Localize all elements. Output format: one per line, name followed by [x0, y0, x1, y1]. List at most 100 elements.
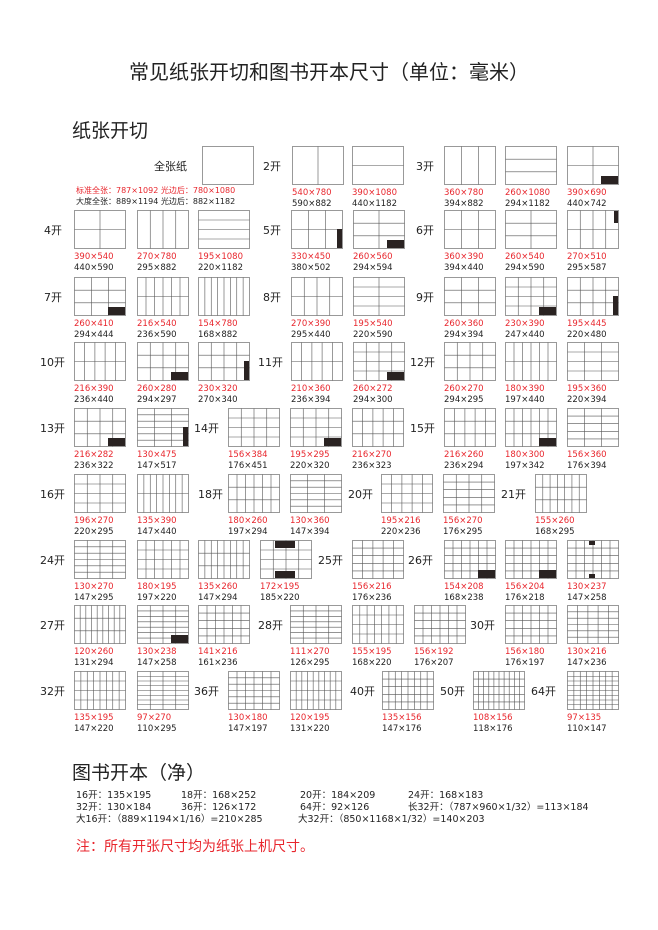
- sheet-size: 294×295: [444, 395, 484, 405]
- sheet-outline: [535, 474, 587, 513]
- cutting-diagram: [473, 671, 525, 710]
- trim-size: 195×216: [381, 516, 421, 526]
- cutting-diagram: [382, 671, 434, 710]
- sheet-size: 236×322: [74, 461, 114, 471]
- format-label: 36开: [194, 685, 219, 698]
- trim-size: 360×390: [444, 252, 484, 262]
- book-format-item: 32开：130×184: [76, 802, 152, 813]
- cutting-diagram: [74, 342, 126, 381]
- cutting-diagram: [444, 408, 496, 447]
- waste-block: [539, 570, 556, 578]
- full-sheet-large: 大度全张：889×1194 光边后：882×1182: [76, 197, 236, 206]
- format-label: 27开: [40, 619, 65, 632]
- trim-size: 195×1080: [198, 252, 243, 262]
- sheet-size: 294×590: [505, 263, 545, 273]
- sheet-size: 147×440: [137, 527, 177, 537]
- trim-size: 216×270: [352, 450, 392, 460]
- trim-size: 130×475: [137, 450, 177, 460]
- trim-size: 260×1080: [505, 188, 550, 198]
- waste-block: [108, 307, 125, 315]
- cutting-diagram: [137, 540, 189, 579]
- trim-size: 330×450: [291, 252, 331, 262]
- trim-size: 216×390: [74, 384, 114, 394]
- trim-size: 260×280: [137, 384, 177, 394]
- trim-size: 270×510: [567, 252, 607, 262]
- sheet-size: 147×236: [567, 658, 607, 668]
- trim-size: 130×180: [228, 713, 268, 723]
- trim-size: 180×260: [228, 516, 268, 526]
- format-label: 28开: [258, 619, 283, 632]
- format-label: 50开: [440, 685, 465, 698]
- format-label: 11开: [258, 356, 283, 369]
- waste-block: [589, 541, 595, 545]
- trim-size: 111×270: [290, 647, 330, 657]
- cutting-diagram: [444, 540, 496, 579]
- cutting-diagram: [137, 671, 189, 710]
- sheet-size: 168×238: [444, 593, 484, 603]
- format-label: 16开: [40, 488, 65, 501]
- trim-size: 156×270: [443, 516, 483, 526]
- trim-size: 390×690: [567, 188, 607, 198]
- cutting-diagram: [505, 605, 557, 644]
- trim-size: 97×270: [137, 713, 172, 723]
- sheet-size: 147×258: [567, 593, 607, 603]
- sheet-size: 440×742: [567, 199, 607, 209]
- cutting-diagram: [444, 146, 496, 185]
- trim-size: 108×156: [473, 713, 513, 723]
- trim-size: 155×260: [535, 516, 575, 526]
- format-label: 20开: [348, 488, 373, 501]
- format-label: 40开: [350, 685, 375, 698]
- format-label: 6开: [416, 224, 434, 237]
- book-format-item: 18开：168×252: [181, 790, 257, 801]
- trim-size: 130×237: [567, 582, 607, 592]
- cutting-diagram: [352, 408, 404, 447]
- waste-block: [478, 570, 495, 578]
- trim-size: 130×216: [567, 647, 607, 657]
- book-format-item: 大32开：（850×1168×1/32）=140×203: [298, 814, 485, 825]
- format-label: 24开: [40, 554, 65, 567]
- cutting-diagram: [505, 277, 557, 316]
- sheet-size: 236×590: [137, 330, 177, 340]
- waste-block: [324, 438, 341, 446]
- trim-size: 97×135: [567, 713, 602, 723]
- cutting-diagram: [567, 146, 619, 185]
- sheet-size: 220×295: [74, 527, 114, 537]
- sheet-size: 147×258: [137, 658, 177, 668]
- sheet-size: 168×220: [352, 658, 392, 668]
- cutting-diagram: [290, 671, 342, 710]
- trim-size: 230×390: [505, 319, 545, 329]
- cutting-diagram: [444, 277, 496, 316]
- cutting-diagram: [228, 408, 280, 447]
- cutting-diagram: [198, 210, 250, 249]
- waste-block: [183, 427, 188, 446]
- sheet-size: 147×295: [74, 593, 114, 603]
- trim-size: 156×384: [228, 450, 268, 460]
- format-label: 26开: [408, 554, 433, 567]
- sheet-size: 294×594: [353, 263, 393, 273]
- cutting-diagram: [74, 210, 126, 249]
- sheet-size: 110×295: [137, 724, 177, 734]
- sheet-size: 220×236: [381, 527, 421, 537]
- sheet-size: 185×220: [260, 593, 300, 603]
- sheet-size: 147×517: [137, 461, 177, 471]
- trim-size: 196×270: [74, 516, 114, 526]
- cutting-diagram: [290, 408, 342, 447]
- cutting-diagram: [74, 408, 126, 447]
- cutting-diagram: [290, 605, 342, 644]
- sheet-size: 197×342: [505, 461, 545, 471]
- trim-size: 130×238: [137, 647, 177, 657]
- cutting-diagram: [292, 146, 344, 185]
- format-label: 64开: [531, 685, 556, 698]
- waste-block: [171, 635, 188, 643]
- sheet-outline: [444, 277, 496, 316]
- trim-size: 120×260: [74, 647, 114, 657]
- footnote: 注：所有开张尺寸均为纸张上机尺寸。: [76, 839, 314, 855]
- sheet-size: 220×1182: [198, 263, 243, 273]
- cutting-diagram: [353, 277, 405, 316]
- page-title: 常见纸张开切和图书开本尺寸（单位：毫米）: [129, 60, 529, 84]
- sheet-size: 147×220: [74, 724, 114, 734]
- sheet-size: 380×502: [291, 263, 331, 273]
- sheet-size: 118×176: [473, 724, 513, 734]
- sheet-size: 161×236: [198, 658, 238, 668]
- format-label: 30开: [470, 619, 495, 632]
